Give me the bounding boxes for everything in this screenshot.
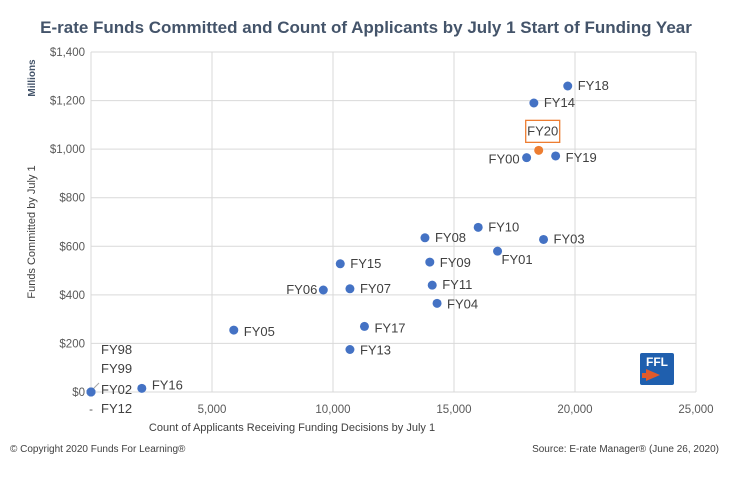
point-fy12 [86, 387, 96, 397]
ffl-logo: FFL [640, 353, 674, 385]
y-tick-label: $200 [59, 338, 85, 350]
point-fy03 [539, 234, 549, 244]
point-label: FY98 [101, 342, 132, 357]
point-label: FY16 [152, 377, 183, 392]
point-label: FY04 [447, 296, 478, 311]
point-fy06 [318, 285, 328, 295]
point-label: FY02 [101, 382, 132, 397]
chart: E-rate Funds Committed and Count of Appl… [26, 18, 714, 434]
point-fy09 [425, 257, 435, 267]
y-axis-label: Funds Committed by July 1 [26, 165, 38, 298]
point-label: FY99 [101, 361, 132, 376]
point-label: FY09 [440, 255, 471, 270]
y-axis-units: Millions [27, 59, 38, 97]
point-fy18 [563, 81, 573, 91]
point-label: FY11 [442, 277, 472, 292]
point-label: FY03 [554, 231, 585, 246]
chart-title: E-rate Funds Committed and Count of Appl… [40, 18, 692, 37]
y-tick-label: $800 [59, 193, 85, 205]
source-text: Source: E-rate Manager® (June 26, 2020) [532, 444, 719, 455]
x-axis-label: Count of Applicants Receiving Funding De… [149, 422, 435, 434]
point-fy07 [345, 284, 355, 294]
point-label: FY01 [502, 252, 533, 267]
x-tick-label: 5,000 [198, 404, 227, 416]
y-tick-label: $400 [59, 290, 85, 302]
point-label: FY17 [374, 320, 405, 335]
y-tick-label: $1,400 [50, 47, 85, 59]
x-tick-label: 20,000 [557, 404, 592, 416]
point-label: FY19 [566, 150, 597, 165]
point-fy00 [522, 153, 532, 163]
point-fy04 [432, 298, 442, 308]
point-fy10 [473, 222, 483, 232]
x-tick-label: - [89, 404, 93, 416]
highlight-callout-box [525, 119, 561, 144]
copyright-text: © Copyright 2020 Funds For Learning® [10, 444, 186, 455]
point-fy13 [345, 345, 355, 354]
point-label: FY14 [544, 95, 575, 110]
point-fy01 [493, 246, 503, 256]
logo-arrow-icon [646, 369, 660, 381]
point-fy16 [137, 383, 147, 393]
point-fy05 [229, 325, 239, 335]
point-fy19 [551, 151, 561, 161]
point-label: FY20 [527, 123, 558, 138]
y-tick-label: $1,200 [50, 96, 85, 108]
y-tick-label: $0 [72, 387, 85, 399]
point-label: FY00 [489, 152, 520, 167]
data-points: FY98 FY99 FY02 FY12 FY16 FY05 FY06 FY07 FY15 FY13… [86, 78, 609, 416]
point-label: FY18 [578, 78, 609, 93]
point-fy11 [427, 280, 437, 290]
point-fy17 [359, 321, 369, 331]
y-tick-label: $1,000 [50, 144, 85, 156]
point-label: FY07 [360, 281, 391, 296]
point-fy15 [335, 259, 345, 269]
x-tick-label: 10,000 [315, 404, 350, 416]
point-fy14 [529, 98, 539, 108]
grid [90, 51, 697, 393]
point-label: FY15 [350, 256, 381, 271]
point-fy08 [420, 233, 430, 243]
y-axis-ticks: $0 $200 $400 $600 $800 $1,000 $1,200 $1,400 [50, 47, 85, 399]
point-label: FY08 [435, 230, 466, 245]
x-axis-ticks: - 5,000 10,000 15,000 20,000 25,000 [89, 404, 714, 416]
logo-text: FFL [646, 355, 668, 369]
point-label: FY10 [488, 219, 519, 234]
point-label: FY06 [286, 282, 317, 297]
point-fy20 [534, 145, 544, 155]
x-tick-label: 15,000 [436, 404, 471, 416]
x-tick-label: 25,000 [678, 404, 713, 416]
point-label: FY13 [360, 343, 391, 358]
point-label: FY05 [244, 324, 275, 339]
y-tick-label: $600 [59, 241, 85, 253]
point-label: FY12 [101, 401, 132, 416]
